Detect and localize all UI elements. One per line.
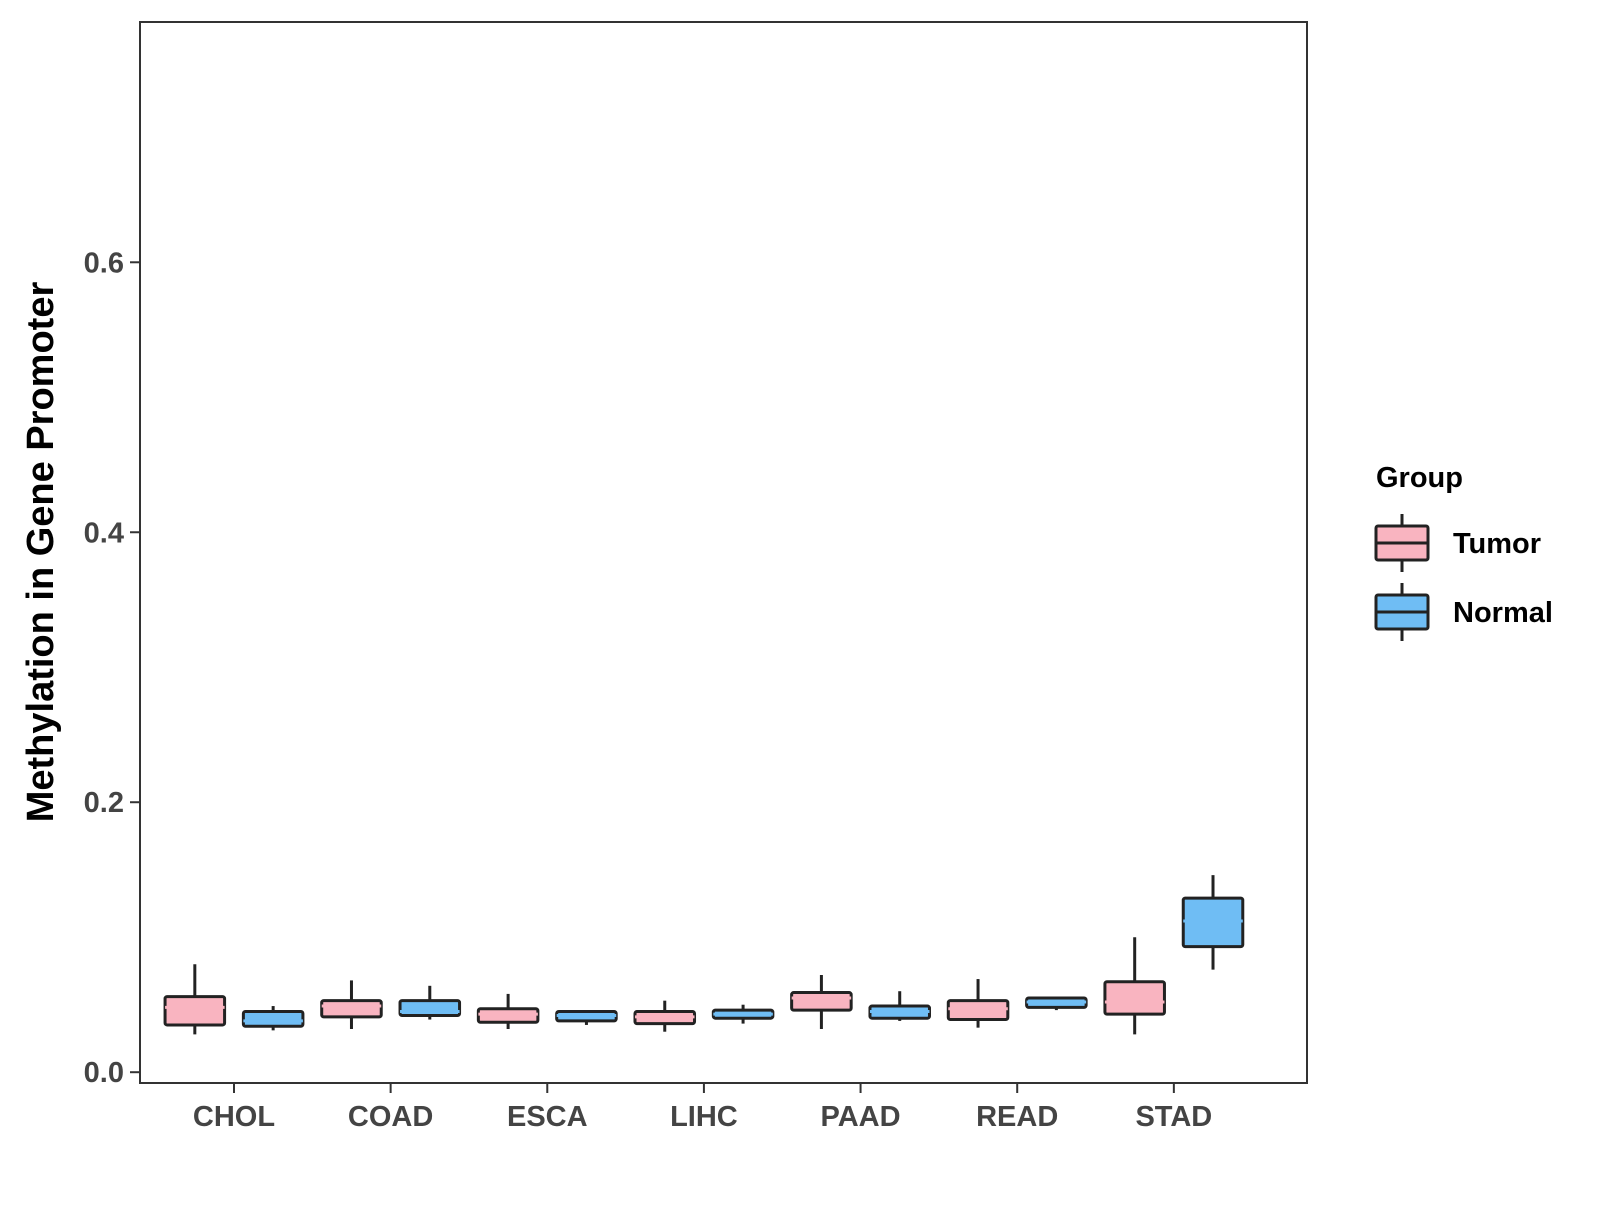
legend-item-tumor: Tumor [1374,514,1541,572]
box-normal-stad [1181,875,1245,970]
box-tumor-stad [1103,937,1166,1035]
legend-label: Normal [1453,597,1553,629]
x-tick-label: CHOL [193,1101,275,1133]
x-tick-label: LIHC [670,1101,738,1133]
box-body [1103,980,1166,1016]
box-tumor-read [946,979,1010,1028]
box-normal-read [1025,996,1088,1011]
box-normal-chol [241,1006,305,1031]
x-axis: CHOL COAD ESCA LIHC PAAD READ STAD [193,1083,1212,1133]
box-tumor-lihc [633,1000,697,1032]
box-normal-lihc [711,1004,775,1024]
y-axis: 0.0 0.2 0.4 0.6 [84,247,140,1089]
y-tick-label: 0.6 [84,247,124,279]
box-tumor-esca [476,993,540,1030]
box-tumor-chol [163,964,227,1035]
x-tick-label: READ [976,1101,1058,1133]
box-normal-esca [555,1009,618,1025]
box-normal-paad [868,991,931,1021]
legend: Group Tumor Normal [1374,462,1553,641]
legend-item-normal: Normal [1374,583,1553,641]
box-body [790,991,853,1012]
x-tick-label: STAD [1135,1101,1212,1133]
box-tumor-paad [790,975,853,1030]
box-tumor-coad [320,980,383,1030]
box-normal-coad [398,985,462,1020]
legend-items: Tumor Normal [1374,514,1553,641]
x-tick-label: ESCA [507,1101,588,1133]
x-tick-label: COAD [348,1101,433,1133]
y-axis-title: Methylation in Gene Promoter [20,282,62,823]
legend-title: Group [1376,462,1463,494]
box-body [163,995,227,1027]
y-tick-label: 0.0 [84,1057,124,1089]
box-body [241,1009,305,1028]
plot-panel [139,21,1308,1084]
y-tick-label: 0.4 [84,517,124,549]
box-body [398,999,462,1018]
legend-label: Tumor [1453,528,1541,560]
y-tick-label: 0.2 [84,787,124,819]
x-tick-label: PAAD [821,1101,901,1133]
boxes [163,875,1245,1035]
box-body [320,999,383,1019]
